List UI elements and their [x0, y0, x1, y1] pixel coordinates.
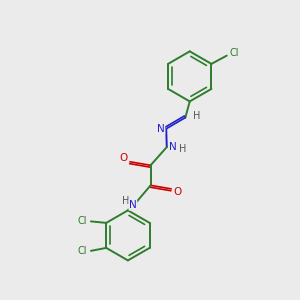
Text: Cl: Cl [230, 48, 239, 58]
Text: N: N [157, 124, 165, 134]
Text: Cl: Cl [77, 216, 87, 226]
Text: O: O [119, 153, 128, 163]
Text: H: H [179, 144, 187, 154]
Text: H: H [193, 111, 200, 121]
Text: O: O [174, 188, 182, 197]
Text: N: N [129, 200, 137, 210]
Text: H: H [122, 196, 129, 206]
Text: Cl: Cl [77, 246, 87, 256]
Text: N: N [169, 142, 177, 152]
